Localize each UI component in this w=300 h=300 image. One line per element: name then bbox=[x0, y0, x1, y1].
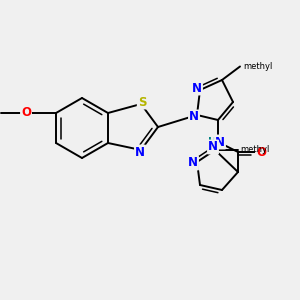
Text: N: N bbox=[208, 140, 218, 154]
Text: H: H bbox=[208, 137, 216, 147]
Text: O: O bbox=[21, 106, 31, 119]
Text: N: N bbox=[192, 82, 202, 94]
Text: S: S bbox=[138, 95, 146, 109]
Text: N: N bbox=[188, 157, 198, 169]
Text: methyl: methyl bbox=[243, 62, 272, 71]
Text: methyl: methyl bbox=[241, 146, 270, 154]
Text: N: N bbox=[189, 110, 199, 124]
Text: N: N bbox=[215, 136, 225, 148]
Text: N: N bbox=[135, 146, 145, 158]
Text: O: O bbox=[256, 146, 266, 158]
